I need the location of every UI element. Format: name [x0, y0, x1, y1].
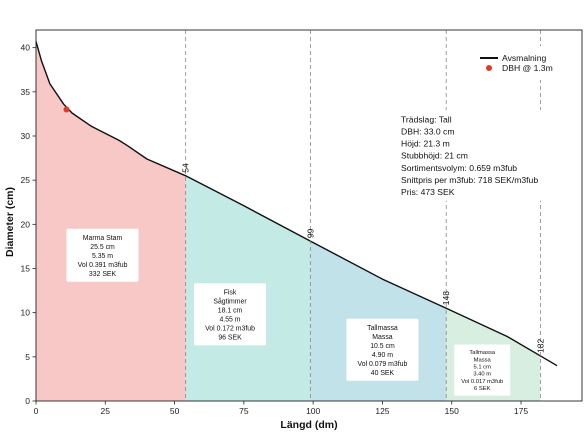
segment-label-box-2 — [194, 283, 267, 346]
segment-label-line: 18.1 cm — [218, 307, 243, 314]
segment-label-line: 5.1 cm — [474, 364, 492, 370]
segment-label-line: Massa — [372, 334, 392, 341]
legend-line-label: Avsmalning — [502, 53, 546, 63]
segment-label-line: 4.90 m — [372, 352, 393, 359]
y-tick-label: 35 — [21, 87, 31, 97]
x-tick-label: 125 — [375, 406, 389, 416]
cut-label-1: 54 — [181, 163, 191, 173]
legend-point-label: DBH @ 1.3m — [502, 63, 553, 73]
y-tick-label: 40 — [21, 43, 31, 53]
axes: 0 25 50 75 100 125 150 175 0 5 10 15 20 25 30 35 40 — [21, 29, 583, 416]
info-line: Pris: 473 SEK — [401, 187, 455, 197]
taper-line — [35, 41, 558, 367]
x-tick-label: 0 — [34, 406, 39, 416]
info-line: Trädslag: Tall — [401, 114, 452, 124]
x-tick-label: 100 — [306, 406, 320, 416]
segment-label-line: 5.35 m — [92, 253, 113, 260]
y-tick-label: 20 — [21, 219, 31, 229]
x-tick-label: 50 — [170, 406, 180, 416]
segment-label-line: 6 SEK — [474, 386, 491, 392]
y-tick-label: 10 — [21, 308, 31, 318]
segment-labels: Marma Stam 25.5 cm 5.35 m Vol 0.391 m3fub 33… — [66, 228, 511, 396]
segment-label-box-1 — [66, 228, 139, 282]
y-tick-label: 15 — [21, 264, 31, 274]
segment-label-line: 96 SEK — [218, 334, 242, 341]
segment-label-line: Fisk — [224, 289, 237, 296]
segment-label-box-3 — [346, 318, 419, 381]
segment-label-line: Vol 0.172 m3fub — [205, 325, 255, 332]
segment-label-line: Tallmassa — [469, 350, 496, 356]
y-tick-label: 0 — [25, 396, 30, 406]
segment-label-line: Vol 0.017 m3fub — [461, 379, 503, 385]
segment-label-line: Massa — [474, 357, 492, 363]
segment-label-line: 4.55 m — [219, 316, 240, 323]
segment-label-line: Marma Stam — [83, 235, 123, 242]
segment-label-line: Vol 0.391 m3fub — [78, 262, 128, 269]
info-box-background — [397, 110, 555, 201]
cut-label-2: 99 — [305, 228, 315, 238]
x-tick-label: 150 — [445, 406, 459, 416]
info-line: DBH: 33.0 cm — [401, 127, 455, 137]
x-tick-label: 75 — [239, 406, 249, 416]
x-tick-label: 25 — [101, 406, 111, 416]
segment-label-line: 25.5 cm — [90, 244, 115, 251]
segment-label-line: 10.5 cm — [370, 343, 395, 350]
axes-frame — [35, 29, 583, 402]
cut-label-3: 148 — [441, 291, 451, 305]
segment-label-line: 332 SEK — [89, 271, 117, 278]
y-tick-label: 25 — [21, 175, 31, 185]
y-tick-label: 5 — [25, 352, 30, 362]
info-line: Höjd: 21.3 m — [401, 139, 450, 149]
segment-label-line: 3.40 m — [473, 372, 491, 378]
cut-label-4: 182 — [535, 338, 545, 352]
x-axis-title: Längd (dm) — [280, 419, 337, 431]
info-line: Snittpris per m3fub: 718 SEK/m3fub — [401, 175, 538, 185]
info-box: Trädslag: Tall DBH: 33.0 cm Höjd: 21.3 m St… — [397, 110, 555, 201]
info-line: Sortimentsvolym: 0.659 m3fub — [401, 163, 517, 173]
legend: Avsmalning DBH @ 1.3m — [470, 46, 576, 80]
segment-fill-1 — [36, 41, 186, 401]
legend-box — [470, 46, 576, 80]
segment-label-box-4 — [454, 344, 511, 396]
y-tick-label: 30 — [21, 131, 31, 141]
segment-label-line: Tallmassa — [367, 325, 398, 332]
legend-point-swatch — [486, 65, 492, 71]
info-line: Stubbhöjd: 21 cm — [401, 151, 468, 161]
y-axis-title: Diameter (cm) — [4, 187, 16, 257]
segment-label-line: 40 SEK — [371, 370, 395, 377]
segment-label-line: Sågtimmer — [213, 297, 247, 305]
segment-label-line: Vol 0.079 m3fub — [358, 361, 408, 368]
dbh-point — [63, 106, 70, 113]
x-tick-label: 175 — [514, 406, 528, 416]
